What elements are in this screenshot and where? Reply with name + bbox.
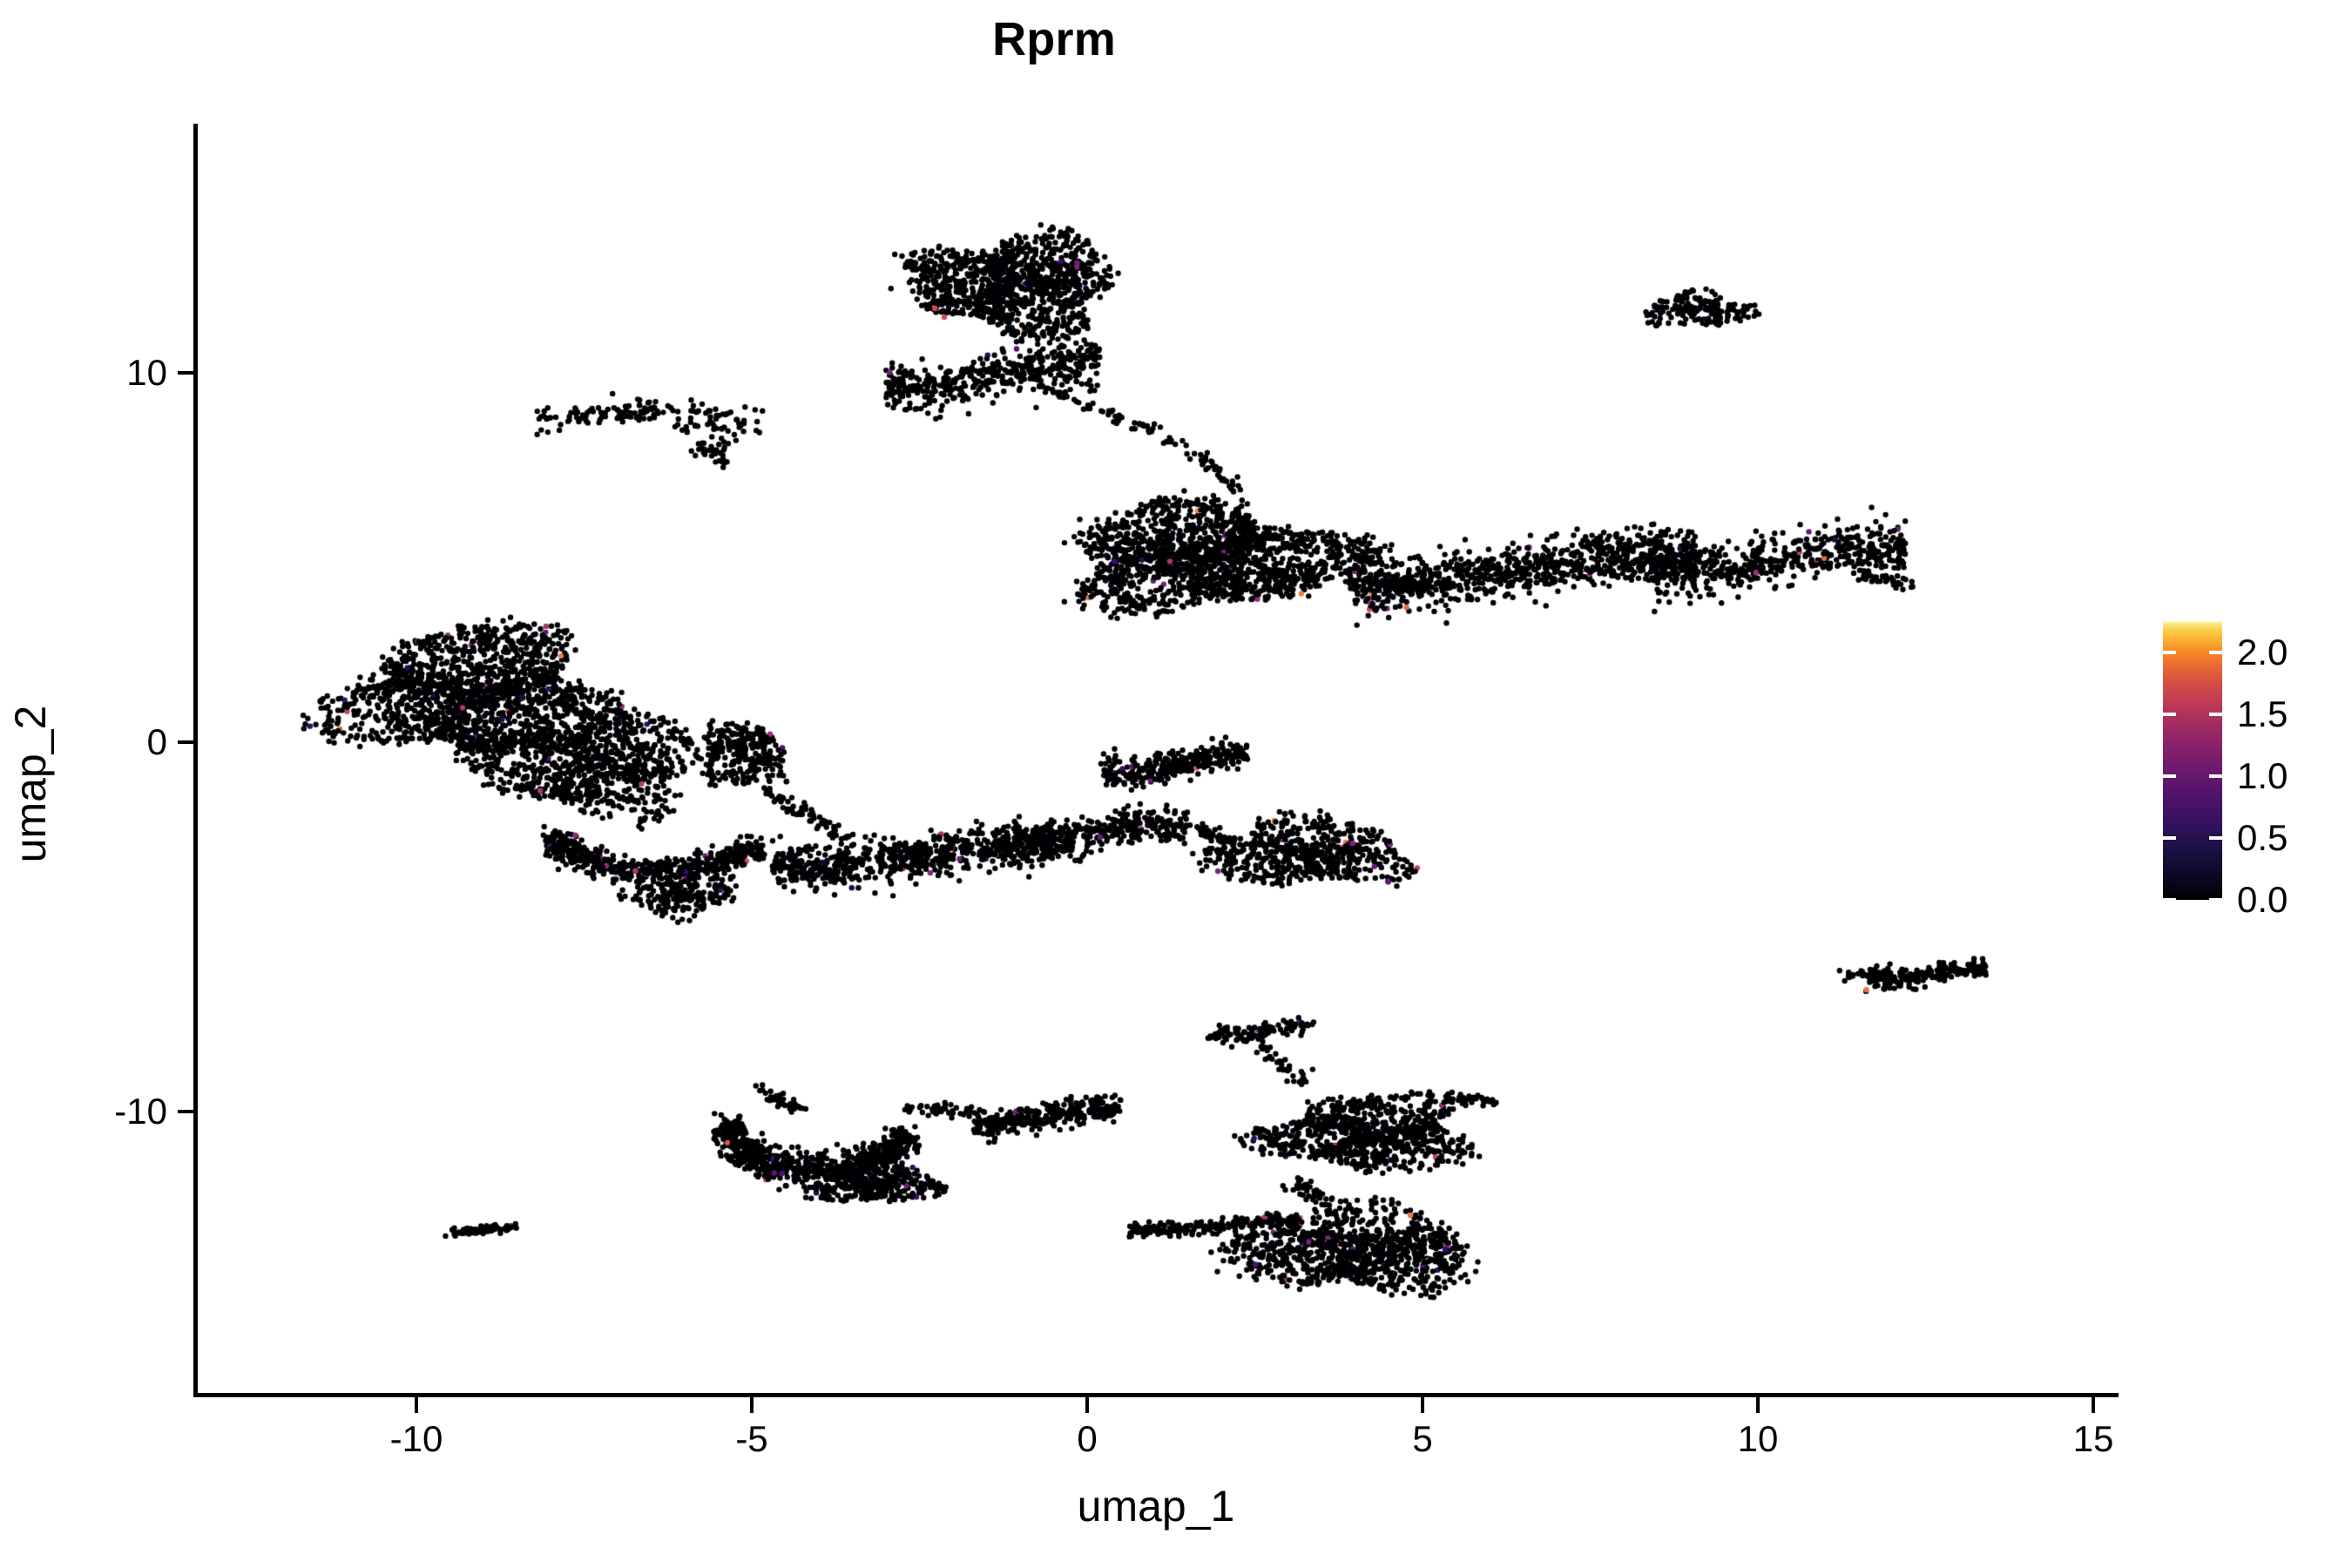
- colorbar-tick-label: 0.0: [2237, 879, 2288, 920]
- x-tick-mark: [1421, 1397, 1424, 1413]
- x-tick-label: 0: [1077, 1418, 1098, 1459]
- x-tick-mark: [750, 1397, 754, 1413]
- y-axis-title: umap_2: [6, 705, 55, 863]
- y-axis-line: [193, 124, 198, 1397]
- colorbar-tick-mark: [2209, 898, 2222, 902]
- x-tick-label: -5: [735, 1418, 768, 1459]
- x-tick-label: -10: [389, 1418, 443, 1459]
- colorbar-tick-mark: [2209, 650, 2222, 654]
- colorbar-tick-mark: [2163, 712, 2176, 716]
- x-tick-label: 15: [2072, 1418, 2114, 1459]
- x-tick-mark: [1756, 1397, 1760, 1413]
- y-tick-label: -10: [114, 1091, 167, 1132]
- y-tick-label: 0: [146, 721, 167, 762]
- y-tick-mark: [178, 371, 193, 375]
- x-tick-label: 10: [1737, 1418, 1779, 1459]
- umap-scatter-points: [195, 124, 2117, 1395]
- x-tick-label: 5: [1412, 1418, 1433, 1459]
- colorbar-tick-mark: [2163, 650, 2176, 654]
- colorbar-tick-mark: [2209, 835, 2222, 840]
- x-tick-mark: [1085, 1397, 1089, 1413]
- x-axis-line: [193, 1393, 2119, 1397]
- colorbar-tick-mark: [2163, 774, 2176, 778]
- y-tick-mark: [178, 1110, 193, 1113]
- colorbar-tick-mark: [2163, 898, 2176, 902]
- y-tick-mark: [178, 740, 193, 744]
- x-axis-title: umap_1: [1077, 1482, 1235, 1531]
- color-legend: 0.0 0.5 1.0 1.5 2.0: [2152, 601, 2335, 932]
- x-tick-mark: [415, 1397, 418, 1413]
- x-tick-mark: [2092, 1397, 2095, 1413]
- colorbar-tick-label: 2.0: [2237, 631, 2288, 672]
- colorbar-tick-mark: [2209, 774, 2222, 778]
- y-tick-label: 10: [126, 352, 167, 393]
- colorbar-tick-label: 1.5: [2237, 693, 2288, 734]
- colorbar-tick-label: 0.5: [2237, 816, 2288, 858]
- colorbar-tick-mark: [2209, 712, 2222, 716]
- colorbar-tick-mark: [2163, 835, 2176, 840]
- page-title: Rprm: [992, 13, 1116, 65]
- plot-panel: [195, 124, 2117, 1395]
- colorbar-tick-label: 1.0: [2237, 754, 2288, 796]
- colorbar-gradient: [2163, 621, 2222, 900]
